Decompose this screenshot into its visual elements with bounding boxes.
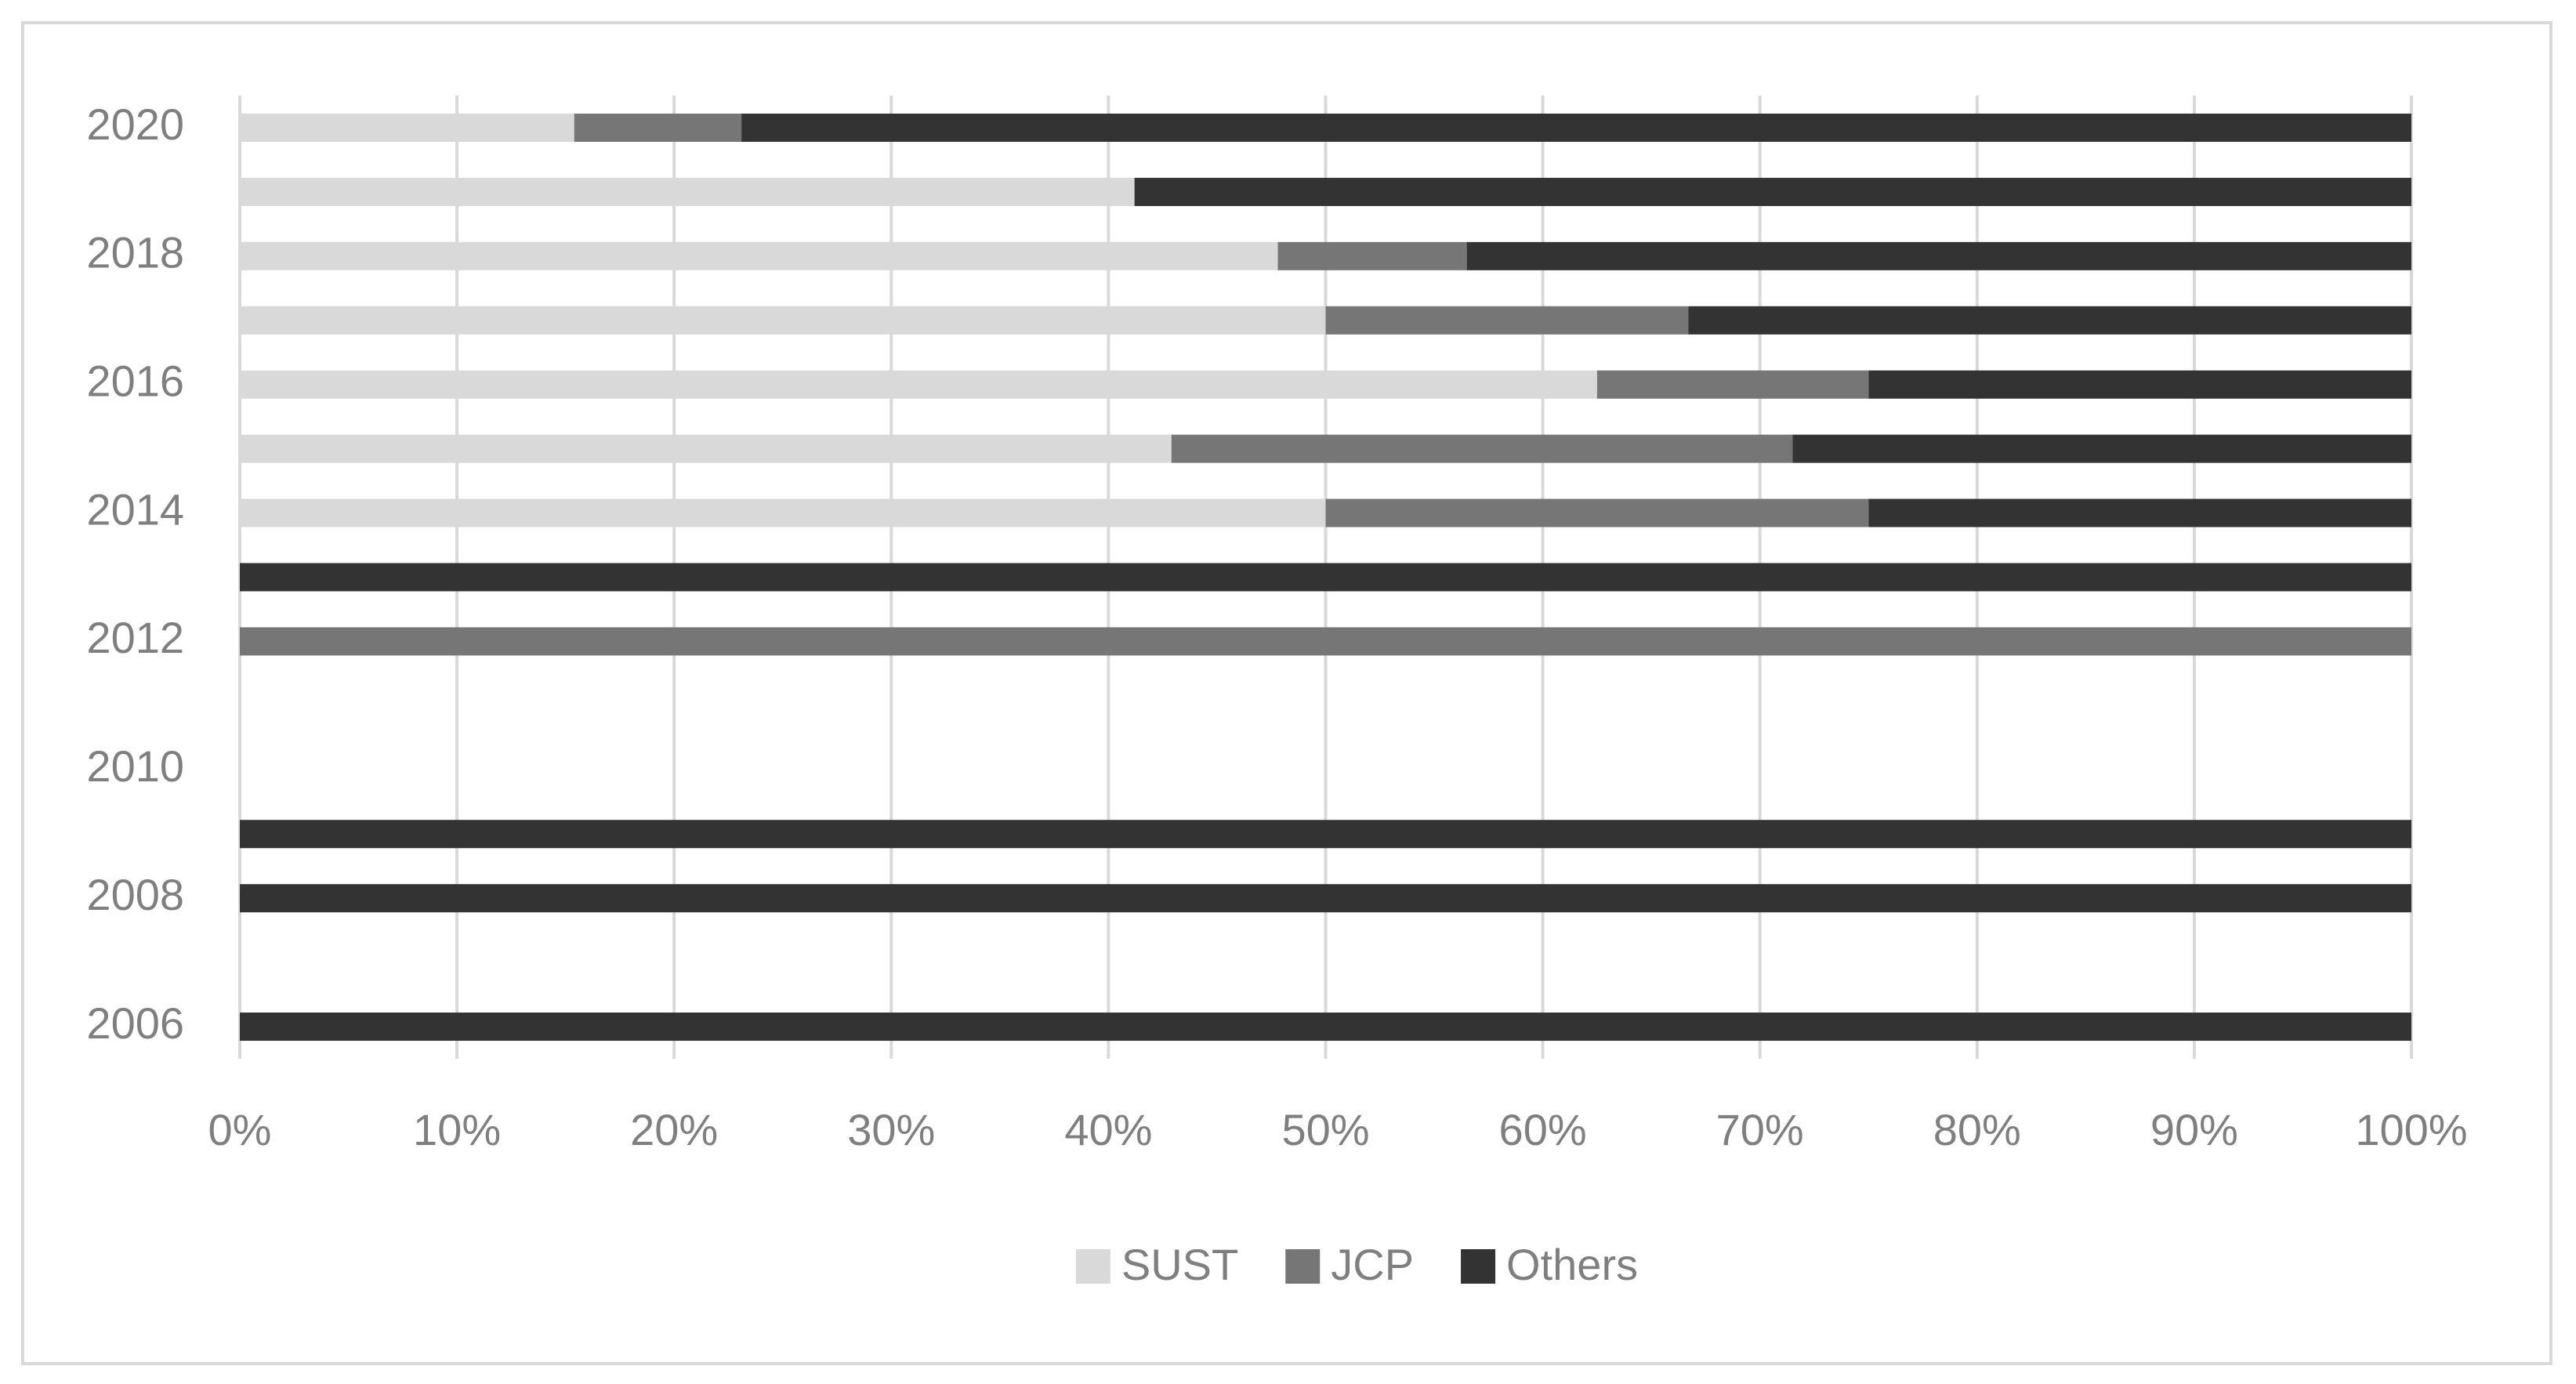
y-tick-label: 2006: [86, 998, 184, 1048]
y-tick-label: 2020: [86, 100, 184, 149]
bar-segment: [240, 434, 1172, 463]
y-tick-label: 2018: [86, 228, 184, 277]
bar-segment: [741, 113, 2411, 142]
x-tick-label: 80%: [1933, 1105, 2021, 1154]
bar-segment: [1688, 306, 2411, 335]
x-tick-label: 10%: [413, 1105, 501, 1154]
legend-label: JCP: [1331, 1240, 1414, 1289]
bar-segment: [1277, 241, 1467, 270]
bar-segment: [1134, 177, 2411, 206]
x-tick-label: 90%: [2150, 1105, 2238, 1154]
x-tick-label: 60%: [1499, 1105, 1587, 1154]
bar-segment: [1466, 241, 2411, 270]
bar-segment: [240, 370, 1597, 399]
bar-segment: [240, 1013, 2411, 1042]
x-tick-label: 20%: [630, 1105, 718, 1154]
legend-label: SUST: [1121, 1240, 1238, 1289]
bar-segment: [240, 627, 2411, 656]
bar-segment: [240, 113, 574, 142]
x-tick-label: 50%: [1281, 1105, 1369, 1154]
bar-segment: [240, 498, 1326, 527]
y-tick-label: 2008: [86, 870, 184, 919]
bar-segment: [574, 113, 742, 142]
bar-segment: [240, 884, 2411, 913]
bar-segment: [240, 306, 1326, 335]
bar-segment: [1325, 306, 1689, 335]
bar-segment: [1171, 434, 1793, 463]
y-tick-label: 2014: [86, 484, 184, 534]
legend-swatch: [1461, 1249, 1496, 1284]
bar-segment: [1792, 434, 2411, 463]
legend-label: Others: [1506, 1240, 1638, 1289]
x-tick-label: 40%: [1064, 1105, 1152, 1154]
x-tick-label: 70%: [1716, 1105, 1804, 1154]
y-tick-label: 2016: [86, 356, 184, 405]
bar-segment: [240, 177, 1135, 206]
bar-segment: [240, 563, 2411, 592]
y-tick-label: 2010: [86, 741, 184, 791]
bar-segment: [1868, 498, 2411, 527]
bar-segment: [240, 820, 2411, 849]
chart-border: [21, 21, 2552, 1365]
legend-swatch: [1285, 1249, 1321, 1284]
bar-segment: [240, 241, 1278, 270]
x-tick-label: 0%: [208, 1105, 272, 1154]
x-tick-label: 30%: [847, 1105, 935, 1154]
bar-segment: [1868, 370, 2411, 399]
legend-swatch: [1075, 1249, 1110, 1284]
bar-segment: [1596, 370, 1869, 399]
bar-segment: [1325, 498, 1869, 527]
y-tick-label: 2012: [86, 613, 184, 662]
x-tick-label: 100%: [2355, 1105, 2467, 1154]
